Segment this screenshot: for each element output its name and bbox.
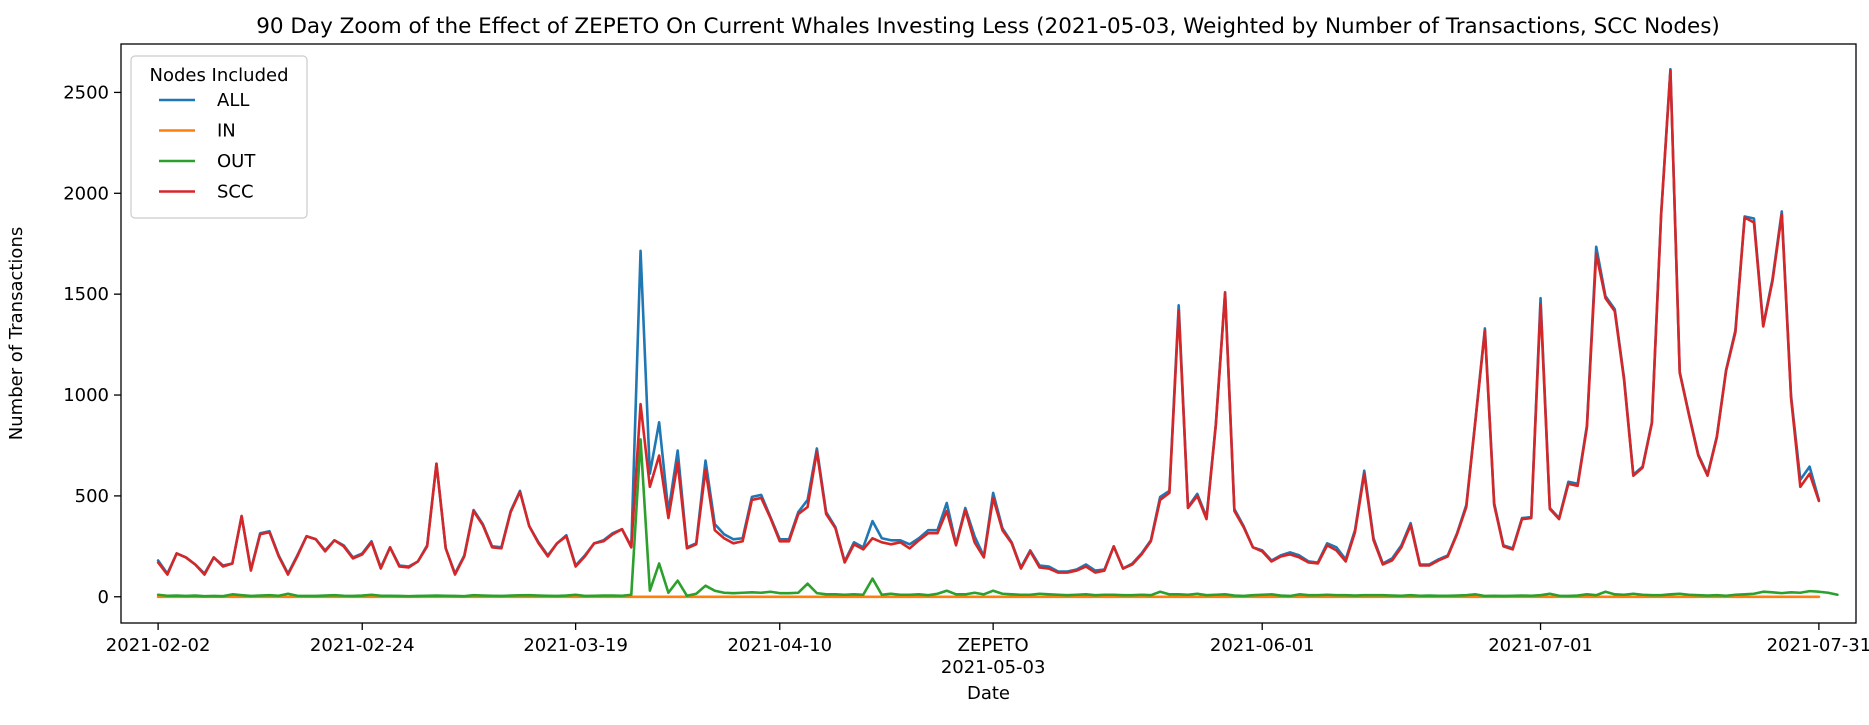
legend-box bbox=[130, 55, 308, 219]
legend-item-out: OUT bbox=[159, 151, 256, 172]
legend-label: OUT bbox=[217, 151, 256, 172]
x-tick-label: 2021-07-31 bbox=[1767, 635, 1869, 656]
chart-title: 90 Day Zoom of the Effect of ZEPETO On C… bbox=[256, 14, 1720, 39]
y-axis-title: Number of Transactions bbox=[6, 227, 27, 440]
legend-items: ALL IN OUT SCC bbox=[159, 90, 256, 203]
legend-label: IN bbox=[217, 121, 236, 142]
legend-item-in: IN bbox=[159, 121, 236, 142]
legend-label: ALL bbox=[217, 90, 249, 111]
legend-item-scc: SCC bbox=[159, 182, 254, 203]
x-axis: 2021-02-02 2021-02-24 2021-03-19 2021-04-10… bbox=[106, 623, 1869, 678]
x-tick-label: 2021-05-03 bbox=[941, 657, 1046, 678]
y-tick-label: 2500 bbox=[63, 82, 109, 103]
x-tick-label: 2021-06-01 bbox=[1210, 635, 1315, 656]
y-tick-label: 1000 bbox=[63, 385, 109, 406]
y-tick-label: 500 bbox=[75, 486, 109, 507]
series-line-out bbox=[156, 438, 1839, 598]
x-tick-label: 2021-02-02 bbox=[106, 635, 211, 656]
x-tick-label: 2021-07-01 bbox=[1488, 635, 1593, 656]
legend: Nodes Included ALL IN OUT SCC bbox=[130, 55, 308, 219]
y-tick-label: 2000 bbox=[63, 183, 109, 204]
zepeto-annotation-label: ZEPETO bbox=[958, 635, 1029, 656]
series-line-scc bbox=[156, 68, 1821, 576]
plot-area-frame bbox=[120, 43, 1857, 624]
x-tick-label: 2021-03-19 bbox=[523, 635, 628, 656]
series-layer bbox=[156, 67, 1839, 599]
legend-label: SCC bbox=[217, 182, 254, 203]
y-axis: 0 500 1000 1500 2000 2500 bbox=[63, 82, 121, 608]
x-tick-label: 2021-04-10 bbox=[727, 635, 832, 656]
legend-item-all: ALL bbox=[159, 90, 249, 111]
y-tick-label: 1500 bbox=[63, 284, 109, 305]
y-tick-label: 0 bbox=[98, 587, 109, 608]
x-tick-label: 2021-02-24 bbox=[310, 635, 415, 656]
x-axis-title: Date bbox=[967, 683, 1010, 704]
legend-title: Nodes Included bbox=[149, 65, 288, 86]
